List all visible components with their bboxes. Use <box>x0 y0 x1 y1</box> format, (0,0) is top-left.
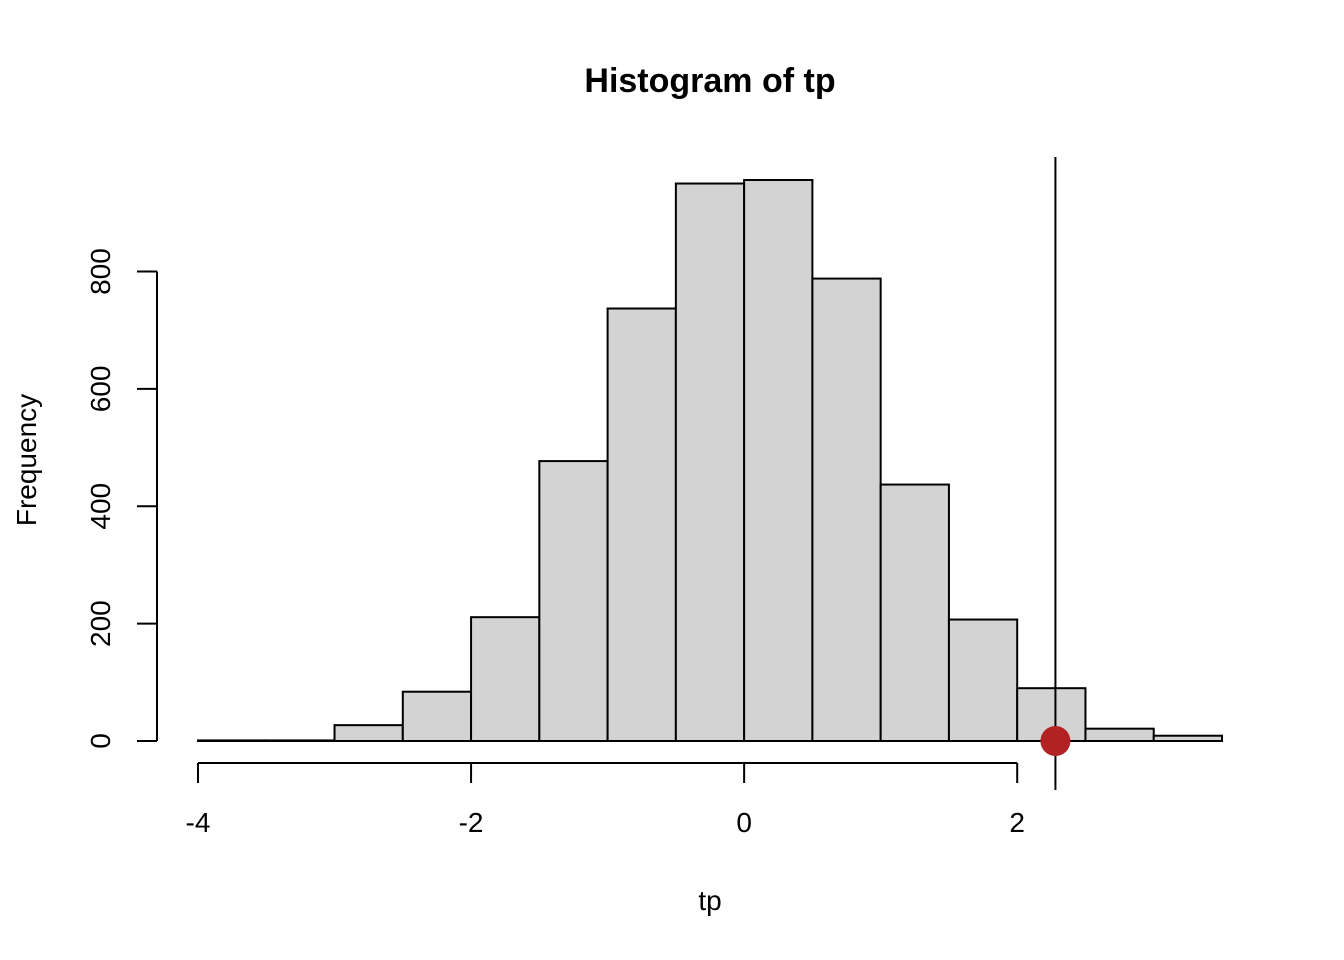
y-tick-label: 200 <box>85 600 116 647</box>
markers <box>1040 157 1071 790</box>
histogram-bar <box>606 307 677 742</box>
histogram-bar <box>674 182 746 742</box>
histogram-bars <box>197 179 1223 743</box>
x-axis-label: tp <box>698 885 721 916</box>
y-tick-label: 600 <box>85 366 116 413</box>
histogram-bar <box>947 618 1019 743</box>
x-tick-label: -2 <box>459 807 484 838</box>
x-axis: -4 -2 0 2 <box>186 762 1025 838</box>
histogram-bar <box>811 277 882 742</box>
x-tick-label: -4 <box>186 807 211 838</box>
histogram-bar <box>197 739 268 743</box>
histogram-bar <box>743 179 814 742</box>
x-tick-label: 0 <box>736 807 752 838</box>
histogram-bar <box>1152 734 1223 743</box>
observed-point <box>1040 726 1071 756</box>
y-tick-label: 400 <box>85 483 116 530</box>
histogram-bar <box>401 690 473 742</box>
y-tick-label: 0 <box>85 733 116 749</box>
y-axis-label: Frequency <box>11 394 42 526</box>
histogram-bar <box>879 483 950 742</box>
x-tick-label: 2 <box>1009 807 1025 838</box>
histogram-bar <box>333 724 404 743</box>
histogram-bar <box>470 616 541 743</box>
y-tick-label: 800 <box>85 248 116 295</box>
histogram-bar <box>265 739 336 743</box>
chart-title: Histogram of tp <box>584 62 835 100</box>
y-axis: 0 200 400 600 800 <box>85 248 158 749</box>
histogram-bar <box>1084 727 1155 742</box>
histogram-bar <box>538 460 609 742</box>
